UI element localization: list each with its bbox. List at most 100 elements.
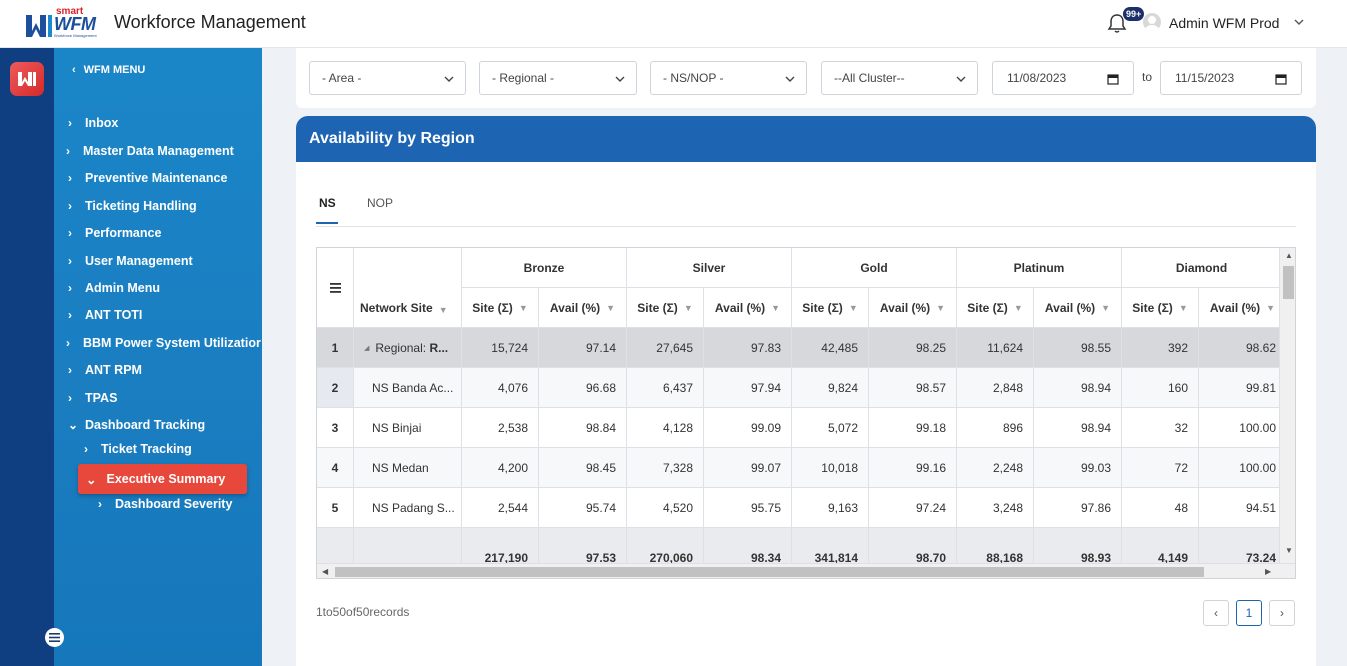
filter-bar: - Area - - Regional - - NS/NOP - --All C… bbox=[296, 48, 1316, 108]
filter-icon[interactable]: ▼ bbox=[1266, 302, 1276, 313]
scroll-up-icon[interactable]: ▲ bbox=[1285, 251, 1293, 260]
filter-icon[interactable]: ▼ bbox=[1013, 302, 1023, 313]
table-cell: 99.07 bbox=[704, 448, 792, 488]
chevron-right-icon: › bbox=[66, 336, 70, 350]
network-site-cell[interactable]: ◢ Regional: R... bbox=[354, 328, 462, 368]
page-button[interactable]: 1 bbox=[1236, 600, 1262, 626]
vertical-scroll-thumb[interactable] bbox=[1283, 266, 1294, 299]
prev-page-button[interactable]: ‹ bbox=[1203, 600, 1229, 626]
network-site-cell: NS Banda Ac... bbox=[354, 368, 462, 408]
sidebar-item-preventive-maintenance[interactable]: › Preventive Maintenance bbox=[68, 171, 227, 185]
sidebar-item-bbm-power[interactable]: › BBM Power System Utilizatior bbox=[66, 336, 261, 350]
column-header-label: Site (Σ) bbox=[472, 300, 513, 315]
column-header[interactable]: Site (Σ) ▼ bbox=[1122, 288, 1199, 328]
sidebar-item-ticketing-handling[interactable]: › Ticketing Handling bbox=[68, 199, 197, 213]
hamburger-menu-button[interactable] bbox=[45, 628, 64, 647]
filter-icon[interactable]: ▼ bbox=[848, 302, 858, 313]
ns-nop-select[interactable]: - NS/NOP - bbox=[650, 61, 807, 95]
rail-logo-button[interactable] bbox=[10, 62, 44, 96]
column-header[interactable]: Site (Σ) ▼ bbox=[627, 288, 704, 328]
table-cell: 15,724 bbox=[462, 328, 539, 368]
filter-icon[interactable]: ▼ bbox=[683, 302, 693, 313]
scroll-down-icon[interactable]: ▼ bbox=[1285, 546, 1293, 555]
sidebar-item-ant-toti[interactable]: › ANT TOTI bbox=[68, 308, 142, 322]
group-header-gold: Gold bbox=[792, 248, 957, 288]
tab-ns[interactable]: NS bbox=[316, 196, 338, 224]
table-cell: 896 bbox=[957, 408, 1034, 448]
column-header[interactable]: Site (Σ) ▼ bbox=[957, 288, 1034, 328]
sidebar-item-label: Dashboard Severity bbox=[115, 497, 233, 511]
sidebar-item-master-data[interactable]: › Master Data Management bbox=[66, 144, 234, 158]
sidebar-subitem-ticket-tracking[interactable]: › Ticket Tracking bbox=[84, 442, 192, 456]
sidebar-item-performance[interactable]: › Performance bbox=[68, 226, 161, 240]
column-header[interactable]: Avail (%) ▼ bbox=[539, 288, 627, 328]
grid-menu-button[interactable] bbox=[317, 248, 354, 328]
horizontal-scroll-thumb[interactable] bbox=[335, 567, 1204, 577]
column-header[interactable]: Avail (%) ▼ bbox=[869, 288, 957, 328]
date-to-value: 11/15/2023 bbox=[1175, 71, 1235, 85]
area-select[interactable]: - Area - bbox=[309, 61, 466, 95]
filter-icon[interactable]: ▼ bbox=[606, 302, 616, 313]
filter-icon[interactable]: ▼ bbox=[1178, 302, 1188, 313]
user-name[interactable]: Admin WFM Prod bbox=[1169, 15, 1280, 31]
sidebar-item-label: Ticketing Handling bbox=[85, 199, 197, 213]
chevron-down-icon[interactable] bbox=[1293, 16, 1305, 28]
date-from-input[interactable]: 11/08/2023 bbox=[992, 61, 1134, 95]
horizontal-scrollbar[interactable]: ◀ ▶ bbox=[317, 563, 1295, 578]
table-cell: 94.51 bbox=[1199, 488, 1287, 528]
column-header-label: Avail (%) bbox=[1209, 300, 1261, 315]
chevron-right-icon: › bbox=[68, 116, 72, 130]
scroll-left-icon[interactable]: ◀ bbox=[322, 567, 329, 576]
avatar[interactable] bbox=[1143, 13, 1161, 31]
network-site-name: NS Padang S... bbox=[372, 500, 455, 515]
sidebar-subitem-dashboard-severity[interactable]: › Dashboard Severity bbox=[98, 497, 232, 511]
regional-select[interactable]: - Regional - bbox=[479, 61, 637, 95]
filter-icon[interactable]: ▼ bbox=[1101, 302, 1111, 313]
sidebar-item-user-management[interactable]: › User Management bbox=[68, 254, 193, 268]
date-to-input[interactable]: 11/15/2023 bbox=[1160, 61, 1302, 95]
table-cell: 72 bbox=[1122, 448, 1199, 488]
sidebar-subitem-executive-summary[interactable]: ⌄ Executive Summary bbox=[78, 464, 247, 494]
column-header[interactable]: Avail (%) ▼ bbox=[1199, 288, 1287, 328]
menu-back-button[interactable]: ‹ WFM MENU bbox=[72, 64, 145, 76]
sidebar-item-inbox[interactable]: › Inbox bbox=[68, 116, 118, 130]
sidebar-item-ant-rpm[interactable]: › ANT RPM bbox=[68, 363, 142, 377]
filter-icon[interactable]: ▼ bbox=[936, 302, 946, 313]
regional-select-value: - Regional - bbox=[492, 71, 555, 85]
cluster-select[interactable]: --All Cluster-- bbox=[821, 61, 978, 95]
expand-caret-icon[interactable]: ◢ bbox=[364, 344, 370, 352]
column-header-network-site[interactable]: Network Site ▼ bbox=[354, 248, 462, 328]
smart-wfm-logo[interactable]: smart WFM Workforce Management bbox=[24, 6, 108, 40]
calendar-icon[interactable] bbox=[1107, 73, 1119, 85]
sidebar-item-dashboard-tracking[interactable]: ⌄ Dashboard Tracking bbox=[68, 418, 205, 432]
column-header[interactable]: Avail (%) ▼ bbox=[704, 288, 792, 328]
table-cell: 11,624 bbox=[957, 328, 1034, 368]
table-cell: 7,328 bbox=[627, 448, 704, 488]
sidebar-item-tpas[interactable]: › TPAS bbox=[68, 391, 117, 405]
table-cell: 98.57 bbox=[869, 368, 957, 408]
sidebar-item-label: Admin Menu bbox=[85, 281, 160, 295]
table-cell: 99.09 bbox=[704, 408, 792, 448]
filter-icon[interactable]: ▼ bbox=[438, 305, 448, 315]
tab-nop[interactable]: NOP bbox=[367, 196, 394, 210]
column-header[interactable]: Avail (%) ▼ bbox=[1034, 288, 1122, 328]
group-header-diamond: Diamond bbox=[1122, 248, 1282, 288]
table-cell: 98.94 bbox=[1034, 368, 1122, 408]
table-cell: 4,200 bbox=[462, 448, 539, 488]
scroll-right-icon[interactable]: ▶ bbox=[1265, 567, 1272, 576]
filter-icon[interactable]: ▼ bbox=[518, 302, 528, 313]
column-header[interactable]: Site (Σ) ▼ bbox=[792, 288, 869, 328]
network-site-name: NS Binjai bbox=[372, 420, 422, 435]
bell-icon[interactable] bbox=[1106, 12, 1128, 34]
sidebar-item-admin-menu[interactable]: › Admin Menu bbox=[68, 281, 160, 295]
table-cell: 98.84 bbox=[539, 408, 627, 448]
column-header-label: Avail (%) bbox=[714, 300, 766, 315]
chevron-down-icon bbox=[956, 76, 966, 82]
chevron-right-icon: › bbox=[98, 497, 102, 511]
vertical-scrollbar[interactable]: ▲ ▼ bbox=[1279, 248, 1295, 564]
filter-icon[interactable]: ▼ bbox=[771, 302, 781, 313]
records-summary: 1to50of50records bbox=[316, 605, 410, 619]
column-header[interactable]: Site (Σ) ▼ bbox=[462, 288, 539, 328]
next-page-button[interactable]: › bbox=[1269, 600, 1295, 626]
calendar-icon[interactable] bbox=[1275, 73, 1287, 85]
